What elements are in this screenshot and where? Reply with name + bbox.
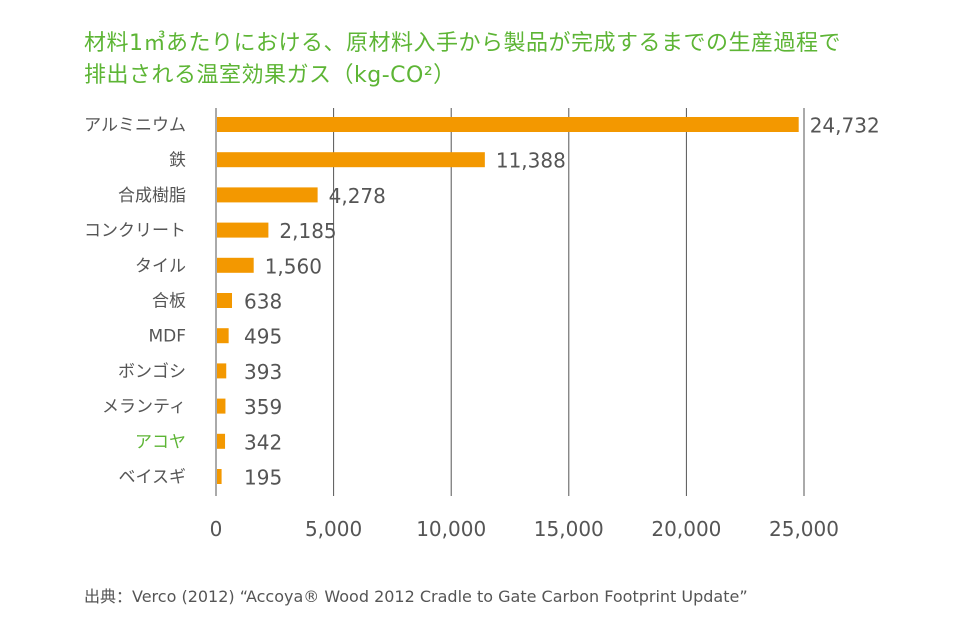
category-label: アコヤ [135,432,186,452]
category-label: ボンゴシ [118,361,186,382]
category-label: MDF [148,327,186,347]
category-label: タイル [135,256,186,276]
data-label: 342 [244,430,282,454]
category-label: 合板 [152,292,186,312]
bar [217,469,222,484]
x-tick-label: 20,000 [651,517,721,541]
chart-title-line1: 材料1㎥あたりにおける、原材料入手から製品が完成するまでの生産過程で [84,31,841,56]
category-label: ベイスギ [119,468,187,488]
category-label: 鉄 [169,151,186,171]
bar [217,257,254,273]
category-label: メランティ [102,397,186,417]
data-label: 11,388 [496,149,566,173]
bar [217,398,226,414]
x-tick-label: 15,000 [534,517,604,541]
bar [217,117,799,132]
x-tick-label: 0 [210,517,223,541]
x-tick-label: 5,000 [305,517,362,541]
bar [217,152,485,168]
data-label: 359 [244,395,282,419]
category-label: コンクリート [84,221,186,241]
category-label: 合成樹脂 [118,186,186,206]
x-tick-label: 25,000 [769,517,839,541]
bar [217,293,233,308]
data-label: 495 [244,325,282,349]
bar [217,187,318,203]
data-label: 195 [244,466,282,490]
bar [217,328,229,344]
data-label: 4,278 [329,184,386,208]
bar [217,433,226,449]
data-label: 638 [244,290,282,314]
category-label: アルミニウム [84,116,186,136]
data-label: 393 [244,360,282,384]
bar [217,222,269,238]
x-tick-label: 10,000 [416,517,486,541]
data-label: 24,732 [810,114,880,138]
data-label: 2,185 [279,219,336,243]
chart-title: 材料1㎥あたりにおける、原材料入手から製品が完成するまでの生産過程で 排出される… [84,28,841,92]
data-label: 1,560 [265,254,322,278]
bar [217,363,227,379]
chart-title-line2: 排出される温室効果ガス（kg-CO²） [84,63,456,88]
source-note: 出典：Verco (2012) “Accoya® Wood 2012 Cradl… [84,587,748,606]
